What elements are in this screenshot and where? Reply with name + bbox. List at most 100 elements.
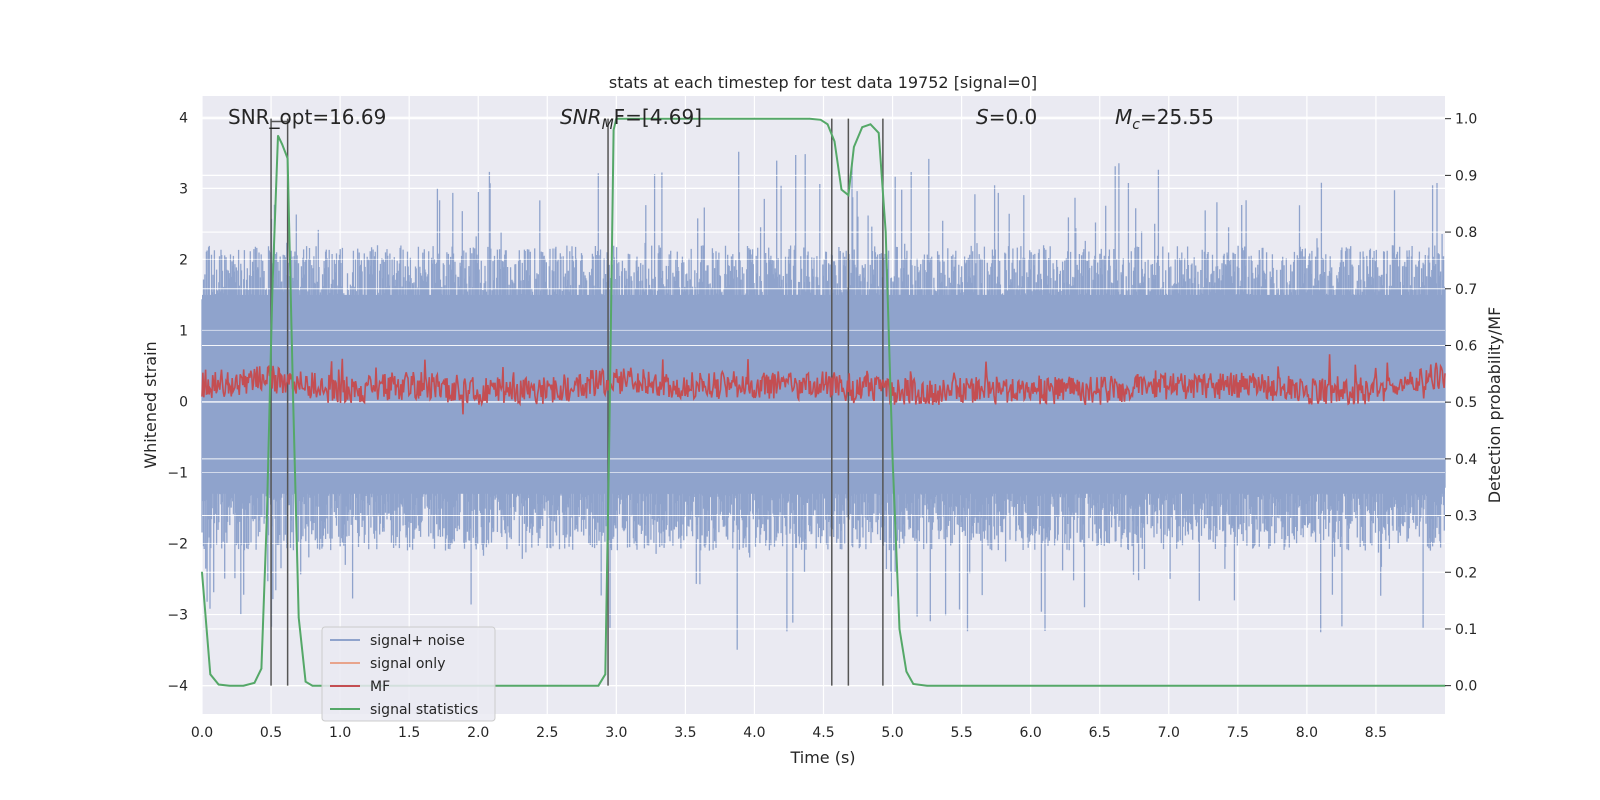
signal-statistics-point-33 [853,146,855,148]
y-tick-label-0: 4 [179,110,188,126]
series-layer [201,117,1446,687]
legend: signal+ noise signal only MF signal stat… [321,626,496,722]
y-tick-label-1: 3 [179,181,188,197]
x-tick-label-5: 2.5 [536,725,558,741]
signal-statistics-point-34 [861,126,863,128]
y2-tick-label-3: 0.7 [1455,282,1477,298]
series-mf [201,354,1446,415]
signal-statistics-point-12 [292,401,295,404]
y-tick-label-5: −1 [167,465,188,481]
y-tick-label-6: −2 [167,537,188,553]
signal-statistics-point-28 [819,119,822,121]
signal-statistics-point-16 [318,684,321,687]
signal-statistics-point-21 [604,673,607,676]
y2-tick-label-5: 0.5 [1455,395,1477,411]
x-tick-label-13: 6.5 [1089,725,1111,741]
signal-statistics-point-32 [847,194,850,196]
signal-statistics-point-40 [905,670,908,673]
x-tick-label-12: 6.0 [1020,725,1042,741]
signal-statistics-point-23 [612,129,615,131]
signal-statistics-point-35 [869,123,872,126]
signal-statistics-point-30 [833,140,836,143]
signal-statistics-point-27 [808,117,811,120]
signal-statistics-point-31 [840,188,843,191]
x-tick-label-10: 5.0 [881,725,903,741]
y-axis-label: Whitened strain [141,341,160,468]
signal-statistics-point-14 [304,680,307,683]
signal-statistics-point-3 [228,684,231,687]
x-tick-label-4: 2.0 [467,725,489,741]
y2-tick-label-1: 0.9 [1455,168,1477,184]
signal-statistics-point-22 [608,429,611,432]
x-tick-label-8: 4.0 [743,725,765,741]
annotation-snr-opt: SNR_opt=16.69 [228,105,386,129]
signal-statistics-point-9 [277,134,279,137]
signal-statistics-point-43 [1029,684,1032,687]
x-tick-label-11: 5.5 [950,725,972,741]
signal-statistics-point-10 [281,143,283,145]
annotation-mc: Mc=25.55 [1115,105,1214,133]
y2-tick-label-10: 0.0 [1455,679,1477,695]
y2-tick-label-8: 0.2 [1455,565,1477,581]
x-tick-label-1: 0.5 [260,725,282,741]
y-tick-label-8: −4 [167,679,188,695]
annotation-snr-mf: SNRMF=[4.69] [560,105,702,133]
signal-statistics-point-4 [242,684,245,687]
y2-axis-label: Detection probability/MF [1485,307,1504,504]
x-tick-label-2: 1.0 [329,725,351,741]
signal-statistics-point-8 [271,288,274,290]
signal-statistics-point-24 [615,117,618,120]
y2-ticks: 1.0 0.9 0.8 0.7 0.6 0.5 0.4 0.3 0.2 0.1 0.0 [1445,112,1477,695]
signal-statistics-point-44 [1168,684,1170,687]
signal-statistics-point-38 [891,458,894,460]
signal-statistics-point-36 [877,132,880,134]
y-ticks: 4 3 2 1 0 −1 −2 −3 −4 [167,110,188,694]
signal-statistics-point-26 [753,117,756,120]
legend-label-signal-statistics: signal statistics [370,702,478,718]
x-tick-label-0: 0.0 [191,725,213,741]
x-tick-label-3: 1.5 [398,725,420,741]
legend-label-signal-noise: signal+ noise [370,633,465,649]
x-tick-label-9: 4.5 [812,725,834,741]
y2-tick-label-9: 0.1 [1455,622,1477,638]
y-tick-label-7: −3 [167,608,188,624]
signal-statistics-point-20 [597,684,600,687]
signal-statistics-point-13 [297,616,300,619]
y2-tick-label-4: 0.6 [1455,338,1477,354]
x-tick-label-16: 8.0 [1296,725,1318,741]
signal-statistics-point-6 [260,667,263,670]
y2-tick-label-2: 0.8 [1455,225,1477,241]
signal-statistics-point-0 [201,571,203,574]
signal-statistics-point-1 [209,673,212,676]
y2-tick-label-7: 0.3 [1455,509,1477,525]
signal-statistics-point-19 [560,684,562,687]
x-tick-label-15: 7.5 [1227,725,1249,741]
signal-statistics-point-45 [1306,684,1308,687]
signal-statistics-point-39 [898,628,901,630]
signal-statistics-point-7 [266,514,268,517]
x-tick-label-7: 3.5 [674,725,696,741]
x-tick-label-14: 7.0 [1158,725,1180,741]
signal-statistics-point-29 [826,123,829,126]
signal-statistics-point-25 [684,117,687,120]
signal-statistics-point-41 [912,683,915,685]
signal-statistics-point-11 [286,157,289,160]
y-tick-label-2: 2 [179,252,188,268]
legend-label-mf: MF [370,679,390,695]
signal-statistics-point-2 [217,683,220,686]
y-tick-label-4: 0 [179,394,188,410]
signal-statistics-point-42 [926,684,928,687]
x-tick-label-17: 8.5 [1365,725,1387,741]
x-axis-label: Time (s) [789,748,855,767]
y2-tick-label-6: 0.4 [1455,452,1477,468]
vertical-markers [270,118,884,686]
signal-statistics-point-37 [884,231,887,233]
y-tick-label-3: 1 [179,323,188,339]
annotation-s: S=0.0 [976,105,1037,129]
chart-title: stats at each timestep for test data 197… [609,73,1037,92]
legend-label-signal-only: signal only [370,656,445,672]
x-ticks: 0.0 0.5 1.0 1.5 2.0 2.5 3.0 3.5 4.0 4.5 5.0 5.5 6.0 6… [191,725,1387,741]
signal-statistics-point-15 [311,684,314,687]
y2-tick-label-0: 1.0 [1455,112,1477,128]
